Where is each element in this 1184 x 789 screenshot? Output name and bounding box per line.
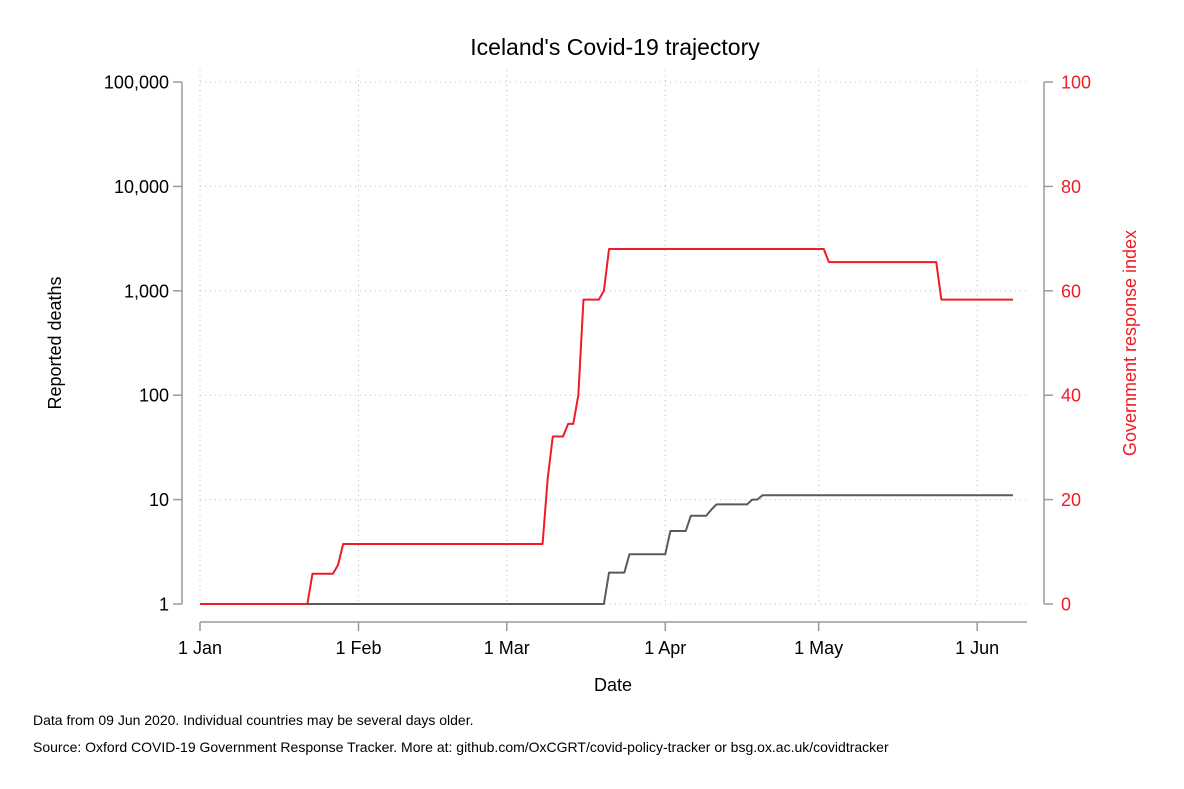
x-tick-label: 1 Jun	[955, 638, 999, 658]
y-right-tick-label: 0	[1061, 595, 1071, 615]
x-tick-label: 1 Mar	[484, 638, 530, 658]
y-right-tick-label: 100	[1061, 73, 1091, 93]
x-axis-label: Date	[594, 675, 632, 695]
y-right-tick-label: 60	[1061, 281, 1081, 301]
y-axis-label-right: Government response index	[1120, 230, 1140, 456]
y-left-tick-label: 10	[149, 490, 169, 510]
data-date-note: Data from 09 Jun 2020. Individual countr…	[33, 712, 474, 728]
y-left-tick-label: 100,000	[104, 73, 169, 93]
series-lines	[200, 248, 1013, 605]
y-right-tick-label: 80	[1061, 177, 1081, 197]
axes: 1 10 100 1,000 10,000 100,000 0 20 40 60 80 100 1 Ja…	[104, 73, 1091, 659]
y-right-tick-label: 40	[1061, 386, 1081, 406]
x-tick-label: 1 May	[794, 638, 843, 658]
y-left-tick-label: 10,000	[114, 177, 169, 197]
y-left-tick-label: 1,000	[124, 281, 169, 301]
source-note: Source: Oxford COVID-19 Government Respo…	[33, 739, 889, 755]
response-index-line	[200, 248, 1013, 605]
x-tick-label: 1 Feb	[335, 638, 381, 658]
chart-title: Iceland's Covid-19 trajectory	[470, 34, 760, 60]
y-right-tick-label: 20	[1061, 490, 1081, 510]
deaths-line	[200, 494, 1013, 605]
y-axis-label-left: Reported deaths	[45, 276, 65, 409]
y-left-tick-label: 1	[159, 595, 169, 615]
gridlines	[199, 70, 1027, 605]
x-tick-label: 1 Jan	[178, 638, 222, 658]
x-tick-label: 1 Apr	[644, 638, 686, 658]
y-left-tick-label: 100	[139, 386, 169, 406]
